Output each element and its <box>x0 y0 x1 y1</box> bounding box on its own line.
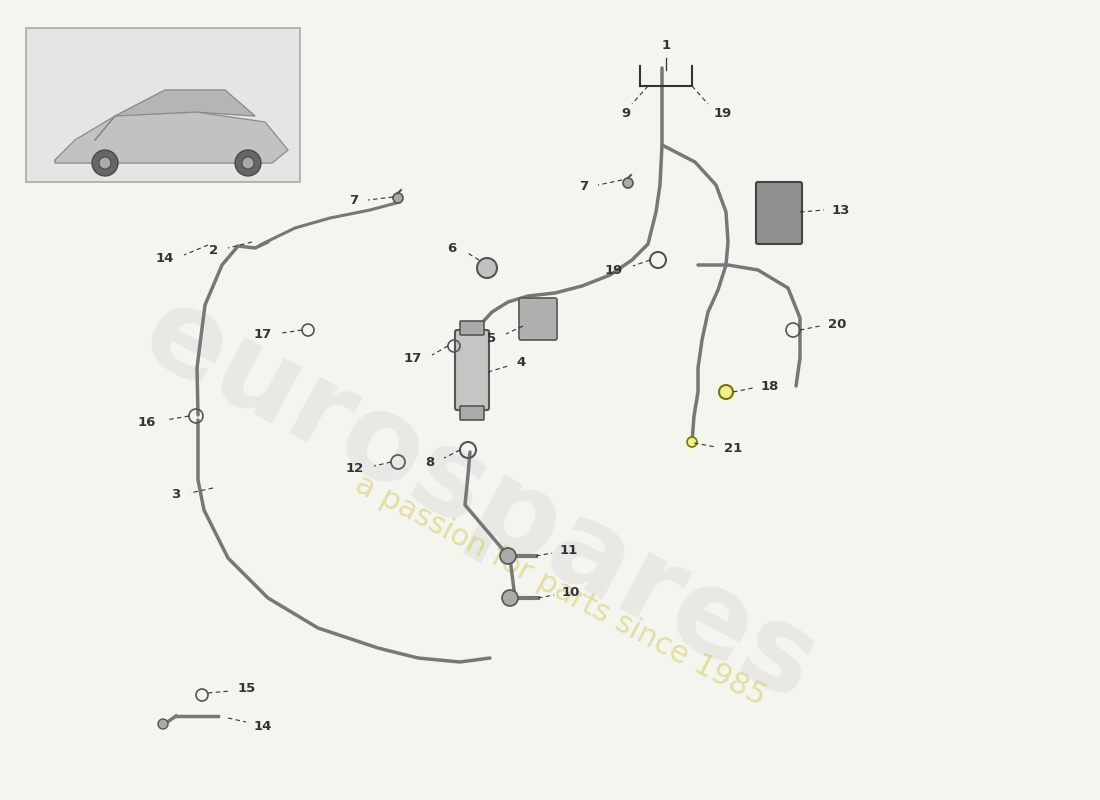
Circle shape <box>688 437 697 447</box>
Circle shape <box>393 193 403 203</box>
Text: eurospares: eurospares <box>123 274 836 726</box>
Text: 7: 7 <box>349 194 358 206</box>
Text: 14: 14 <box>254 719 273 733</box>
FancyBboxPatch shape <box>756 182 802 244</box>
Text: 7: 7 <box>579 181 588 194</box>
Circle shape <box>235 150 261 176</box>
Text: 6: 6 <box>447 242 456 254</box>
FancyBboxPatch shape <box>26 28 300 182</box>
Circle shape <box>242 157 254 169</box>
FancyBboxPatch shape <box>460 406 484 420</box>
Text: 5: 5 <box>487 331 496 345</box>
Text: 19: 19 <box>714 107 733 120</box>
Text: 15: 15 <box>238 682 256 695</box>
Text: 9: 9 <box>621 107 630 120</box>
Circle shape <box>158 719 168 729</box>
Text: 8: 8 <box>425 455 435 469</box>
Text: 16: 16 <box>138 415 156 429</box>
Text: 1: 1 <box>661 39 671 52</box>
Text: 18: 18 <box>761 379 780 393</box>
Text: a passion for parts since 1985: a passion for parts since 1985 <box>350 469 770 711</box>
Polygon shape <box>55 112 288 163</box>
FancyBboxPatch shape <box>519 298 557 340</box>
Circle shape <box>623 178 632 188</box>
Text: 2: 2 <box>209 243 218 257</box>
Text: 19: 19 <box>605 263 623 277</box>
Text: 12: 12 <box>345 462 364 474</box>
Circle shape <box>719 385 733 399</box>
Circle shape <box>502 590 518 606</box>
Text: 3: 3 <box>170 489 180 502</box>
Text: 13: 13 <box>832 203 850 217</box>
FancyBboxPatch shape <box>460 321 484 335</box>
Text: 17: 17 <box>404 351 422 365</box>
Text: 14: 14 <box>155 251 174 265</box>
Polygon shape <box>95 90 255 140</box>
Circle shape <box>477 258 497 278</box>
Text: 10: 10 <box>562 586 581 599</box>
Circle shape <box>500 548 516 564</box>
Text: 21: 21 <box>724 442 743 455</box>
Text: 11: 11 <box>560 545 579 558</box>
Circle shape <box>92 150 118 176</box>
Text: 4: 4 <box>516 357 526 370</box>
Circle shape <box>99 157 111 169</box>
FancyBboxPatch shape <box>455 330 490 410</box>
Text: 20: 20 <box>828 318 846 330</box>
Text: 17: 17 <box>254 329 272 342</box>
